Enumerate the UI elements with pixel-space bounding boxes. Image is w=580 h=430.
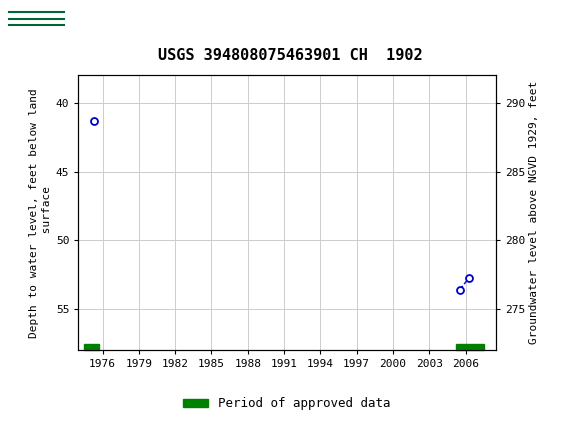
Y-axis label: Depth to water level, feet below land
 surface: Depth to water level, feet below land su…	[29, 88, 52, 338]
Text: USGS: USGS	[128, 9, 183, 27]
Text: USGS 394808075463901 CH  1902: USGS 394808075463901 CH 1902	[158, 49, 422, 63]
Bar	[456, 344, 484, 350]
Y-axis label: Groundwater level above NGVD 1929, feet: Groundwater level above NGVD 1929, feet	[530, 81, 539, 344]
Bar	[84, 344, 99, 350]
Legend: Period of approved data: Period of approved data	[179, 393, 396, 415]
Bar	[6, 6, 77, 31]
